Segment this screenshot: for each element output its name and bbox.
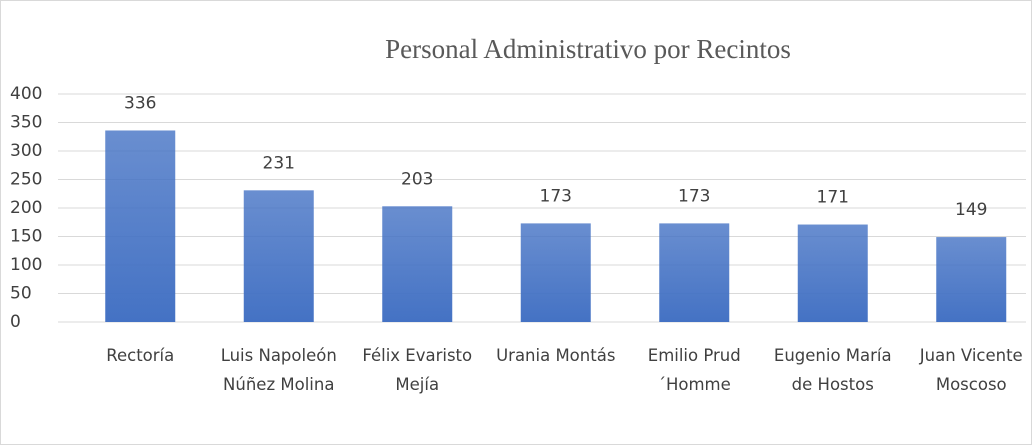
x-tick-label: Luis Napoleón Núñez Molina — [220, 346, 337, 394]
bar — [936, 237, 1007, 322]
x-tick-label: Urania Montás — [496, 346, 616, 365]
x-tick-label: Emilio Prud´Homme — [647, 346, 741, 394]
data-label: 231 — [263, 153, 295, 173]
x-tick-label: Eugenio María de Hostos — [773, 346, 892, 394]
bar — [520, 223, 591, 322]
bar — [382, 206, 453, 322]
data-label: 173 — [678, 186, 710, 206]
y-tick-label: 250 — [10, 170, 42, 190]
x-tick-label: Rectoría — [106, 346, 175, 365]
data-label: 173 — [540, 186, 572, 206]
y-tick-label: 100 — [10, 255, 42, 275]
chart-title: Personal Administrativo por Recintos — [385, 34, 791, 64]
x-tick-label: Félix Evaristo Mejía — [362, 346, 473, 394]
y-tick-label: 350 — [10, 113, 42, 133]
y-tick-label: 400 — [10, 84, 42, 104]
x-tick-label: Juan Vicente Moscoso — [919, 346, 1023, 394]
data-label: 203 — [401, 169, 433, 189]
y-tick-label: 0 — [10, 312, 21, 332]
y-tick-label: 150 — [10, 227, 42, 247]
y-tick-label: 200 — [10, 198, 42, 218]
y-tick-label: 300 — [10, 141, 42, 161]
y-tick-label: 50 — [10, 284, 32, 304]
data-label: 171 — [817, 188, 849, 208]
data-label: 336 — [124, 93, 156, 113]
data-label: 149 — [955, 200, 987, 220]
bar — [797, 224, 868, 322]
bar — [243, 190, 314, 322]
bar — [105, 130, 176, 322]
bar — [659, 223, 730, 322]
